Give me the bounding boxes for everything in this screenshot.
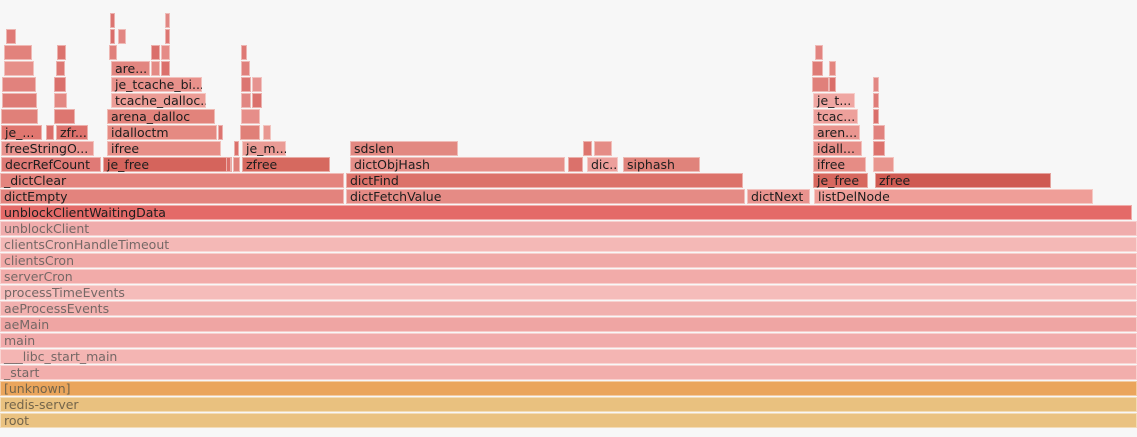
frame[interactable] [6,29,16,44]
frame[interactable]: main [0,333,1137,348]
frame[interactable]: aeMain [0,317,1137,332]
frame[interactable] [4,45,32,60]
frame[interactable] [594,141,612,156]
frame[interactable]: arena_dalloc [107,109,215,124]
frame[interactable] [54,109,75,124]
frame[interactable]: clientsCron [0,253,1137,268]
frame[interactable] [118,29,126,44]
frame[interactable]: dictEmpty [0,189,344,204]
frame[interactable] [240,125,260,140]
frame[interactable] [161,61,170,76]
frame[interactable] [252,93,262,108]
frame[interactable] [56,61,65,76]
frame[interactable] [165,29,170,44]
frame[interactable]: aeProcessEvents [0,301,1137,316]
frame[interactable]: ___libc_start_main [0,349,1137,364]
frame[interactable]: je_free [103,157,232,172]
frame[interactable]: redis-server [0,397,1137,412]
frame[interactable]: freeStringO... [1,141,94,156]
frame[interactable]: idall... [813,141,862,156]
frame[interactable]: _start [0,365,1137,380]
frame[interactable] [873,77,879,92]
frame[interactable] [151,45,160,60]
frame[interactable]: sdslen [350,141,458,156]
frame[interactable]: zfr... [56,125,88,140]
frame[interactable]: _dictClear [0,173,344,188]
frame[interactable] [54,93,67,108]
frame[interactable] [568,157,583,172]
frame[interactable] [218,125,223,140]
frame[interactable]: unblockClientWaitingData [0,205,1132,220]
frame[interactable] [241,61,250,76]
frame[interactable] [583,141,592,156]
frame[interactable]: dictFind [346,173,743,188]
frame[interactable] [2,77,36,92]
frame[interactable] [161,45,170,60]
frame[interactable] [241,45,247,60]
frame[interactable] [57,45,66,60]
frame[interactable] [110,29,115,44]
frame[interactable]: are... [111,61,150,76]
frame[interactable]: zfree [875,173,1051,188]
frame[interactable]: dic... [587,157,618,172]
frame[interactable]: siphash [623,157,700,172]
frame[interactable] [151,61,160,76]
frame[interactable] [233,157,240,172]
frame[interactable] [829,61,836,76]
frame[interactable]: root [0,413,1137,428]
frame[interactable]: ifree [107,141,221,156]
frame[interactable] [2,93,37,108]
frame[interactable]: tcac... [813,109,858,124]
frame[interactable] [873,109,879,124]
frame[interactable]: je_free [813,173,868,188]
frame[interactable]: je_tcache_bi... [111,77,202,92]
frame[interactable]: listDelNode [814,189,1093,204]
frame[interactable]: clientsCronHandleTimeout [0,237,1137,252]
frame[interactable]: je_t... [813,93,855,108]
frame[interactable]: unblockClient [0,221,1137,236]
frame[interactable] [234,141,239,156]
frame[interactable] [241,77,251,92]
frame[interactable]: serverCron [0,269,1137,284]
frame[interactable] [165,13,170,28]
frame[interactable]: decrRefCount [1,157,101,172]
frame[interactable] [815,45,823,60]
frame[interactable] [110,13,115,28]
frame[interactable]: idalloctm [107,125,217,140]
frame[interactable] [54,77,66,92]
frame[interactable]: zfree [242,157,330,172]
frame[interactable] [873,157,894,172]
frame[interactable] [829,77,836,92]
frame[interactable] [812,61,823,76]
frame[interactable]: dictNext [747,189,810,204]
frame[interactable] [263,125,271,140]
frame[interactable]: tcache_dalloc... [111,93,206,108]
frame[interactable] [46,125,54,140]
frame[interactable]: dictObjHash [350,157,565,172]
frame[interactable] [1,109,38,124]
frame[interactable] [109,45,117,60]
frame[interactable]: [unknown] [0,381,1137,396]
frame[interactable] [226,157,231,172]
frame[interactable] [812,77,829,92]
frame[interactable] [241,93,251,108]
frame[interactable]: aren... [813,125,860,140]
frame[interactable]: processTimeEvents [0,285,1137,300]
frame[interactable] [252,77,262,92]
frame[interactable] [873,141,885,156]
frame[interactable] [873,125,885,140]
frame[interactable] [4,61,34,76]
frame[interactable]: je_... [1,125,42,140]
frame[interactable]: je_m... [242,141,286,156]
frame[interactable] [241,109,260,124]
frame[interactable]: dictFetchValue [346,189,745,204]
frame[interactable]: ifree [813,157,866,172]
frame[interactable] [873,93,879,108]
